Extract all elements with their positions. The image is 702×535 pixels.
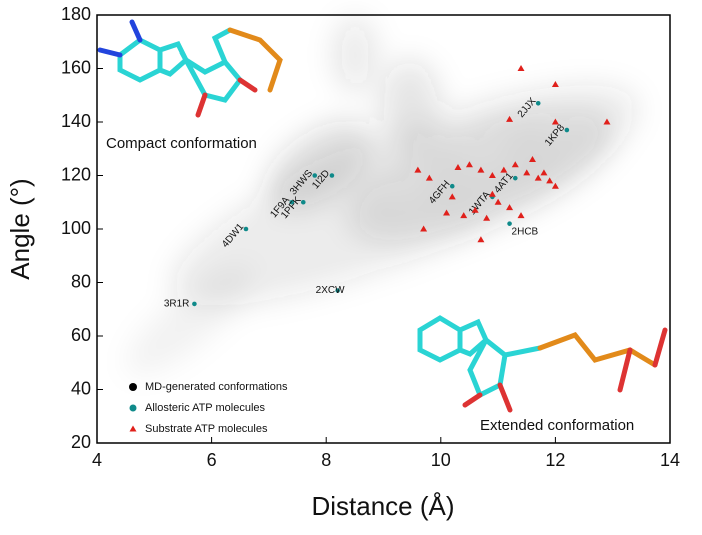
y-axis-title: Angle (°) [5,178,35,279]
annotation: Compact conformation [106,135,257,152]
data-point [534,174,542,181]
y-tick-label: 100 [61,218,91,238]
data-point [454,163,462,170]
legend-label: Allosteric ATP molecules [145,402,266,414]
legend-label: Substrate ATP molecules [145,423,268,435]
x-tick-label: 12 [545,450,565,470]
x-tick-label: 14 [660,450,680,470]
legend-marker [129,425,137,432]
data-point [506,115,514,122]
data-point [517,212,525,219]
legend-marker [129,404,137,412]
x-tick-label: 4 [92,450,102,470]
data-point [500,166,508,173]
x-axis-title: Distance (Å) [311,491,454,521]
data-point [488,172,496,178]
extended-molecule [417,315,668,413]
point-label: 2XCW [316,285,345,296]
data-point [551,182,559,189]
data-point [465,161,473,168]
y-tick-label: 40 [71,378,91,398]
data-point [551,118,559,125]
x-tick-label: 6 [207,450,217,470]
md-density-cloud [126,17,638,375]
data-point [540,169,548,176]
data-point [551,81,559,88]
x-tick-label: 8 [321,450,331,470]
data-point [517,65,525,71]
data-point [511,161,519,168]
data-point [528,155,536,162]
data-point [507,221,512,226]
y-tick-label: 140 [61,111,91,131]
y-tick-label: 80 [71,271,91,291]
y-tick-label: 60 [71,325,91,345]
data-point [449,183,455,189]
legend-marker [129,383,137,391]
data-point [414,166,422,173]
annotation: Extended conformation [480,417,634,434]
data-point [335,288,340,293]
data-point [460,212,468,219]
y-tick-label: 180 [61,4,91,24]
data-point [471,206,479,213]
y-tick-label: 160 [61,57,91,77]
data-point [300,199,306,205]
y-tick-label: 20 [71,432,91,452]
point-label: 2HCB [512,226,539,237]
data-point [425,174,433,181]
data-point [523,169,531,176]
data-point [546,177,554,184]
data-point [512,175,518,181]
data-point [312,173,318,178]
data-point [289,199,295,205]
data-point [477,166,485,173]
data-point [506,204,514,211]
data-point [477,236,485,243]
y-tick-label: 120 [61,164,91,184]
data-point [448,193,456,200]
data-point [494,198,502,205]
data-point [488,190,496,197]
data-point [535,100,541,106]
data-point [243,226,249,232]
data-point [420,225,428,232]
legend-label: MD-generated conformations [145,381,288,393]
data-point [329,173,335,178]
data-point [483,214,491,221]
data-point [192,301,197,307]
x-tick-label: 10 [431,450,451,470]
data-point [443,209,451,216]
point-label: 3R1R [164,299,190,310]
data-point [603,118,611,125]
compact-molecule [97,19,283,118]
data-point [564,127,570,133]
